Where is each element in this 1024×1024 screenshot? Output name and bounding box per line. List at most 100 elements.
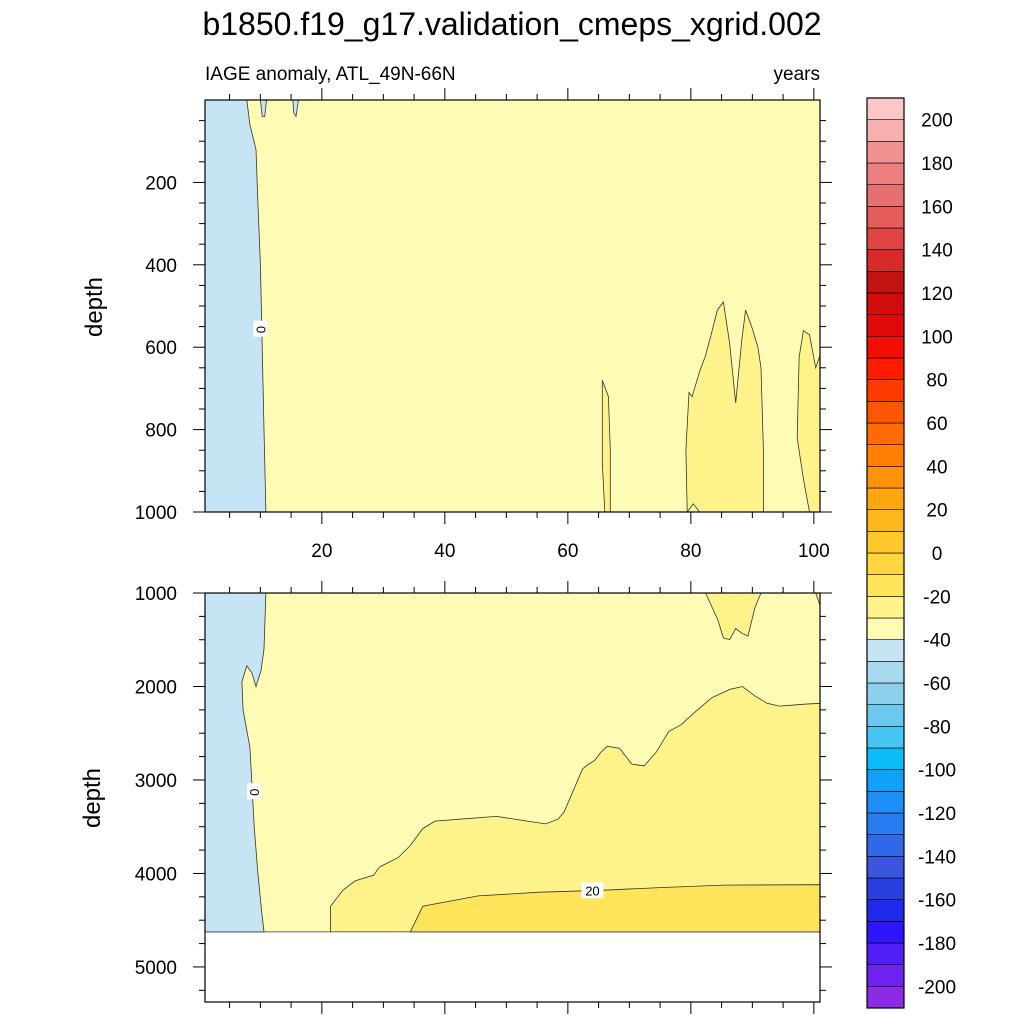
colorbar-label: -20	[923, 587, 950, 608]
upper-plot-area: 20 40 60 80 100 200 400 600 800 1000 0	[135, 88, 832, 562]
colorbar-swatch	[866, 726, 905, 749]
colorbar-swatch	[866, 552, 905, 575]
contour-region-2	[204, 99, 267, 513]
colorbar-label: 120	[921, 284, 953, 305]
colorbar-swatch	[866, 596, 905, 619]
colorbar-swatch	[866, 422, 905, 445]
y-tick-label: 1000	[135, 584, 177, 605]
upper-subtitle-left: IAGE anomaly, ATL_49N-66N	[205, 64, 456, 85]
colorbar-swatch	[866, 379, 905, 402]
x-tick-label: 80	[680, 541, 701, 562]
colorbar-swatch	[866, 444, 905, 467]
colorbar-label: 0	[932, 544, 943, 565]
colorbar-swatch	[866, 119, 905, 142]
colorbar-swatch	[866, 487, 905, 510]
colorbar-swatch	[866, 791, 905, 814]
contour-label: 0	[253, 326, 268, 333]
y-tick-label: 3000	[135, 771, 177, 792]
colorbar-swatch	[866, 856, 905, 879]
colorbar-swatch	[866, 162, 905, 185]
figure-title: b1850.f19_g17.validation_cmeps_xgrid.002	[202, 6, 821, 42]
contour-label-background	[581, 882, 604, 899]
colorbar-swatch	[866, 617, 905, 640]
colorbar-swatch	[866, 964, 905, 987]
colorbar-swatch	[866, 834, 905, 857]
y-tick-label: 2000	[135, 677, 177, 698]
lower-y-axis-label: depth	[79, 768, 106, 828]
colorbar-swatch	[866, 184, 905, 207]
y-tick-label: 400	[145, 256, 177, 277]
colorbar-swatch	[866, 227, 905, 250]
colorbar-label: -180	[918, 934, 956, 955]
colorbar-swatch	[866, 986, 905, 1009]
colorbar-frame	[866, 97, 905, 1009]
upper-y-axis-label: depth	[81, 277, 108, 337]
colorbar-swatch	[866, 336, 905, 359]
colorbar-label: -60	[923, 674, 950, 695]
y-tick-label: 800	[145, 421, 177, 442]
colorbar-label: -200	[918, 977, 956, 998]
colorbar-swatch	[866, 466, 905, 489]
colorbar-label: -140	[918, 847, 956, 868]
colorbar-label: -40	[923, 631, 950, 652]
colorbar-label: -80	[923, 717, 950, 738]
colorbar-swatch	[866, 249, 905, 272]
colorbar-label: -160	[918, 891, 956, 912]
colorbar-swatch	[866, 206, 905, 229]
x-tick-label: 60	[557, 541, 578, 562]
plot-frame	[204, 592, 821, 1003]
y-tick-label: 1000	[135, 503, 177, 524]
colorbar-swatch	[866, 357, 905, 380]
colorbar-swatch	[866, 812, 905, 835]
y-tick-label: 200	[145, 173, 177, 194]
colorbar-swatch	[866, 769, 905, 792]
colorbar-label: 100	[921, 327, 953, 348]
colorbar-label: 140	[921, 241, 953, 262]
colorbar-swatch	[866, 574, 905, 597]
colorbar-swatch	[866, 141, 905, 164]
colorbar-label: 160	[921, 197, 953, 218]
contour-region-6	[685, 300, 764, 514]
colorbar-swatch	[866, 682, 905, 705]
y-tick-label: 4000	[135, 864, 177, 885]
colorbar-swatch	[866, 97, 905, 120]
contour-label: 20	[585, 883, 599, 898]
colorbar-swatch	[866, 942, 905, 965]
y-tick-label: 600	[145, 338, 177, 359]
contour-region-3	[205, 686, 821, 933]
colorbar-swatch	[866, 314, 905, 337]
colorbar-swatch	[866, 509, 905, 532]
colorbar-swatch	[866, 271, 905, 294]
upper-subtitle-right: years	[774, 64, 820, 85]
lower-panel: depth 1000 2000 3000 4000 5000 0 20	[79, 581, 832, 1014]
contour-label-background	[247, 783, 262, 800]
colorbar-label: 40	[926, 457, 947, 478]
contour-region-1	[205, 100, 820, 512]
colorbar-swatch	[866, 921, 905, 944]
colorbar-label: 200	[921, 111, 953, 132]
colorbar-swatch	[866, 877, 905, 900]
colorbar-swatch	[866, 747, 905, 770]
colorbar-swatch	[866, 639, 905, 662]
x-tick-label: 100	[798, 541, 830, 562]
colorbar-label: 180	[921, 154, 953, 175]
colorbar-label: 80	[926, 371, 947, 392]
colorbar-swatch	[866, 292, 905, 315]
upper-panel: IAGE anomaly, ATL_49N-66N years depth 20…	[81, 64, 832, 562]
colorbar-label: 60	[926, 414, 947, 435]
y-tick-label: 5000	[135, 958, 177, 979]
lower-plot-area: 1000 2000 3000 4000 5000 0 20	[135, 581, 832, 1014]
colorbar-swatch	[866, 661, 905, 684]
colorbar-label: -120	[918, 804, 956, 825]
contour-label: 0	[247, 789, 262, 796]
contour-label-background	[253, 320, 268, 337]
contour-region-2	[204, 592, 267, 933]
colorbar-label: 20	[926, 501, 947, 522]
x-tick-label: 20	[311, 541, 332, 562]
x-tick-label: 40	[434, 541, 455, 562]
colorbar-swatch	[866, 899, 905, 922]
colorbar-swatch	[866, 401, 905, 424]
colorbar: 200180160140120100806040200-20-40-60-80-…	[866, 97, 956, 1009]
colorbar-label: -100	[918, 761, 956, 782]
